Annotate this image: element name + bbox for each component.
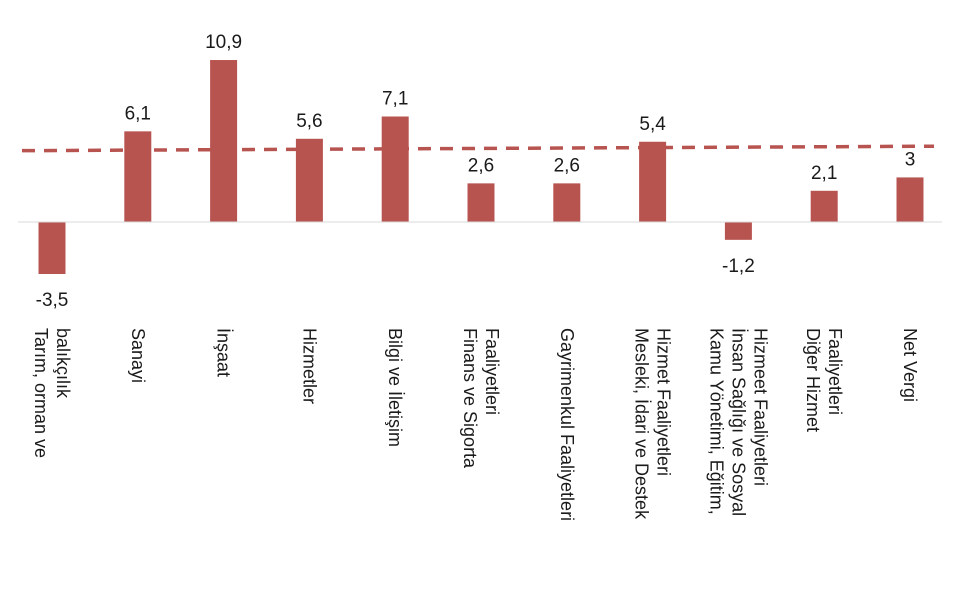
category-label-line: İnsan Sağlığı ve Sosyal xyxy=(728,328,748,516)
bar xyxy=(124,131,152,222)
bar xyxy=(210,60,238,222)
data-label: 5,6 xyxy=(296,111,322,132)
reference-line xyxy=(21,144,935,153)
category-label-line: Gayrimenkul Faaliyetleri xyxy=(557,328,577,521)
category-label-line: Hizmetler xyxy=(299,328,319,404)
category-label: Sanayi xyxy=(128,328,148,383)
category-label: Gayrimenkul Faaliyetleri xyxy=(557,328,577,521)
category-label: Kamu Yönetimi, Eğitim, İnsan Sağlığı ve S… xyxy=(706,328,770,516)
bar xyxy=(896,177,924,222)
data-label: 3 xyxy=(905,149,916,170)
category-label-line: Hizmeet Faaliyetleri xyxy=(750,328,770,486)
data-label: 2,6 xyxy=(554,155,580,176)
category-label-line: İnşaat xyxy=(214,328,234,377)
category-label-line: Sanayi xyxy=(128,328,148,383)
category-labels-group: Tarım, orman ve balıkçılık Sanayi İnşaat Hiz… xyxy=(31,328,920,521)
bar xyxy=(467,183,495,222)
bar xyxy=(810,190,838,222)
bar xyxy=(38,222,66,275)
category-label: Diğer Hizmet Faaliyetleri xyxy=(803,328,845,432)
category-label: Hizmetler xyxy=(299,328,319,404)
bar xyxy=(639,141,667,222)
category-label-line: Net Vergi xyxy=(900,328,920,402)
data-label: -1,2 xyxy=(722,256,755,277)
category-label: Finans ve Sigorta Faaliyetleri xyxy=(460,328,502,469)
data-label: -3,5 xyxy=(36,290,69,311)
bar xyxy=(724,222,752,240)
bar xyxy=(381,116,409,222)
category-label-line: Tarım, orman ve xyxy=(31,328,51,458)
category-label-line: Bilgi ve İletişim xyxy=(385,328,405,447)
category-label-line: Diğer Hizmet xyxy=(803,328,823,432)
category-label-line: Finans ve Sigorta xyxy=(460,328,480,469)
category-label: İnşaat xyxy=(214,328,234,377)
data-label: 2,1 xyxy=(811,163,837,184)
category-label-line: Faaliyetleri xyxy=(825,328,845,415)
category-label-line: Faaliyetleri xyxy=(482,328,502,415)
data-label: 7,1 xyxy=(382,88,408,109)
bars-group xyxy=(38,60,924,275)
category-label: Net Vergi xyxy=(900,328,920,402)
category-label-line: balıkçılık xyxy=(53,328,73,399)
data-label: 5,4 xyxy=(639,114,666,135)
data-label: 10,9 xyxy=(205,32,242,53)
bar xyxy=(553,183,581,222)
category-label: Mesleki, İdari ve Destek Hizmet Faaliyetl… xyxy=(632,328,674,520)
category-label-line: Kamu Yönetimi, Eğitim, xyxy=(706,328,726,515)
data-label: 2,6 xyxy=(468,155,494,176)
bar xyxy=(295,138,323,222)
category-label-line: Hizmet Faaliyetleri xyxy=(654,328,674,476)
data-label: 6,1 xyxy=(125,103,151,124)
category-label-line: Mesleki, İdari ve Destek xyxy=(632,328,652,520)
category-label: Bilgi ve İletişim xyxy=(385,328,405,447)
value-labels-group: -3,5 6,1 10,9 5,6 7,1 2,6 2,6 5,4 -1,2 2,1 3 xyxy=(36,32,916,311)
category-label: Tarım, orman ve balıkçılık xyxy=(31,328,73,458)
